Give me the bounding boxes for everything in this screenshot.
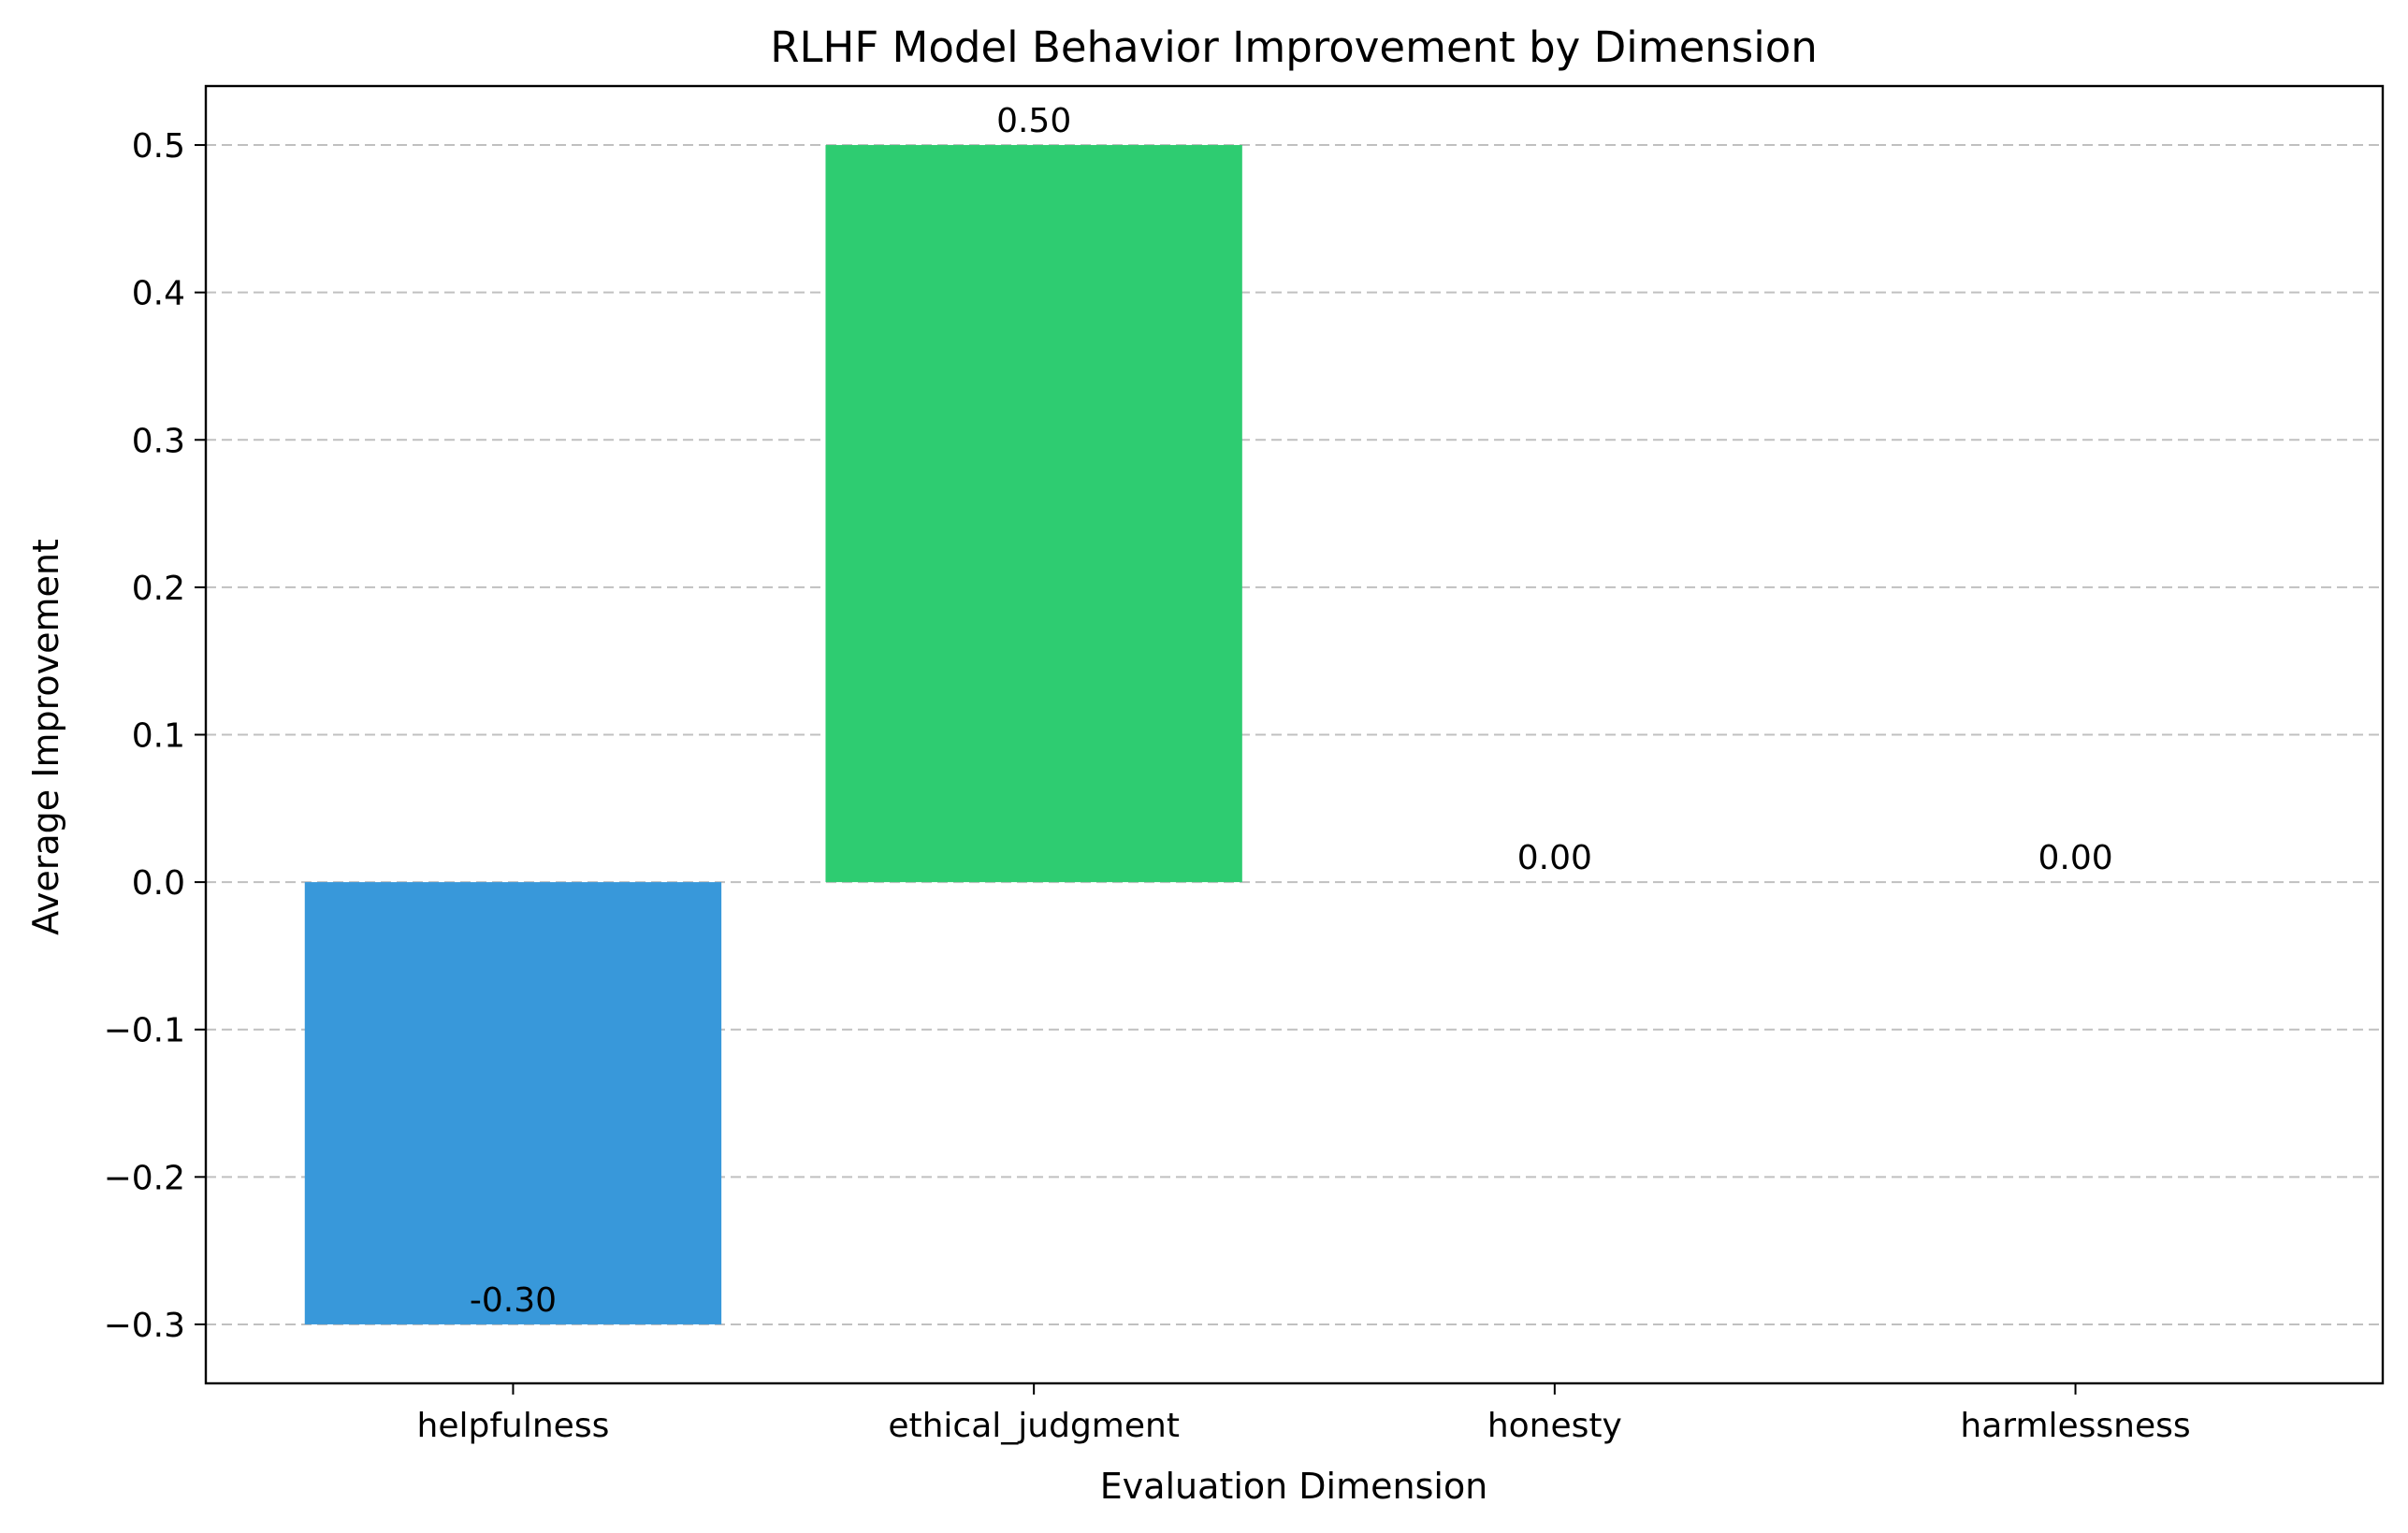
y-axis-ticks: −0.3 −0.2 −0.1 0.0 0.1 0.2 0.3 0.4 0.5: [104, 127, 206, 1345]
y-tick-label: 0.1: [132, 717, 185, 756]
y-tick-label: −0.3: [104, 1307, 185, 1345]
y-tick-label: 0.4: [132, 275, 185, 313]
data-label-ethical-judgment: 0.50: [996, 102, 1071, 140]
y-tick-label: 0.5: [132, 127, 185, 166]
data-labels: -0.30 0.50 0.00 0.00: [470, 102, 2113, 1320]
x-tick-label: honesty: [1487, 1407, 1622, 1445]
y-tick-label: −0.2: [104, 1159, 185, 1197]
chart-title: RLHF Model Behavior Improvement by Dimen…: [770, 22, 1818, 72]
x-tick-label: harmlessness: [1960, 1407, 2190, 1445]
x-tick-label: helpfulness: [417, 1407, 610, 1445]
x-axis-label: Evaluation Dimension: [1100, 1466, 1488, 1507]
y-tick-label: −0.1: [104, 1012, 185, 1050]
y-axis-label: Average Improvement: [25, 539, 66, 935]
x-tick-label: ethical_judgment: [888, 1407, 1180, 1445]
data-label-honesty: 0.00: [1517, 839, 1592, 877]
bar-ethical-judgment: [825, 145, 1242, 883]
data-label-harmlessness: 0.00: [2038, 839, 2112, 877]
data-label-helpfulness: -0.30: [470, 1281, 557, 1320]
x-axis-ticks: helpfulness ethical_judgment honesty harmle…: [417, 1383, 2191, 1445]
bars: [304, 145, 1242, 1324]
y-tick-label: 0.3: [132, 422, 185, 460]
gridlines: [206, 144, 2383, 1325]
y-tick-label: 0.0: [132, 864, 185, 903]
bar-helpfulness: [304, 882, 722, 1324]
y-tick-label: 0.2: [132, 570, 185, 608]
